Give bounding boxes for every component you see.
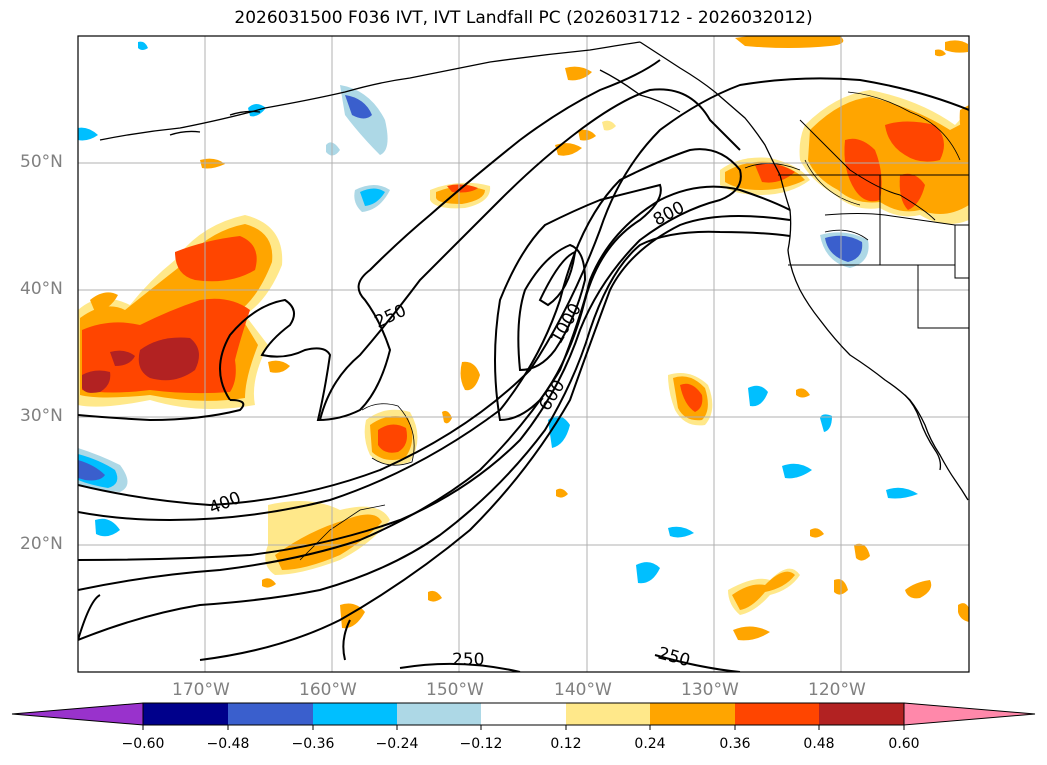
colorbar-tick-label: −0.60: [121, 736, 165, 752]
colorbar-tick-label: −0.48: [206, 736, 250, 752]
colorbar-segment: [397, 703, 481, 725]
colorbar-segment: [819, 703, 904, 725]
colorbar-segment: [228, 703, 313, 725]
map-title: 2026031500 F036 IVT, IVT Landfall PC (20…: [234, 8, 813, 28]
political-borders: [778, 119, 969, 329]
lon-label: 150°W: [426, 680, 484, 700]
colorbar-segment: [650, 703, 735, 725]
lat-label: 40°N: [20, 279, 63, 299]
colorbar-tick-label: 0.60: [888, 736, 920, 752]
lon-label: 140°W: [554, 680, 612, 700]
lon-label: 130°W: [681, 680, 739, 700]
colorbar-tick-label: 0.24: [634, 736, 666, 752]
colorbar-segment: [143, 703, 228, 725]
ivt-contours: [78, 59, 969, 672]
colorbar-tick-label: −0.36: [291, 736, 335, 752]
colorbar: [11, 702, 1036, 730]
colorbar-tick-label: −0.12: [459, 736, 503, 752]
colorbar-extend-left: [11, 702, 144, 726]
lon-label: 170°W: [172, 680, 230, 700]
colorbar-segment: [566, 703, 650, 725]
contour-label: 250: [452, 650, 484, 670]
colorbar-extend-right: [903, 702, 1036, 726]
colorbar-segment: [735, 703, 819, 725]
colorbar-tick-label: 0.36: [719, 736, 751, 752]
contour-label: 250: [372, 301, 410, 333]
colorbar-tick-label: −0.24: [375, 736, 419, 752]
ivt-pc-shading: [78, 36, 969, 641]
map-plot-area: 250 250 250 400 600 800 1000: [78, 36, 969, 672]
contour-label: 250: [656, 644, 693, 672]
lat-label: 50°N: [20, 152, 63, 172]
lon-label: 160°W: [299, 680, 357, 700]
lat-label: 30°N: [20, 406, 63, 426]
colorbar-tick-label: 0.48: [803, 736, 835, 752]
contour-label: 400: [206, 488, 244, 519]
contour-label: 1000: [547, 300, 586, 347]
lon-label: 120°W: [808, 680, 866, 700]
lat-label: 20°N: [20, 534, 63, 554]
colorbar-segment: [313, 703, 397, 725]
colorbar-segment: [481, 703, 566, 725]
colorbar-tick-label: 0.12: [550, 736, 582, 752]
map-frame: [77, 35, 970, 673]
coastlines: [99, 41, 969, 501]
